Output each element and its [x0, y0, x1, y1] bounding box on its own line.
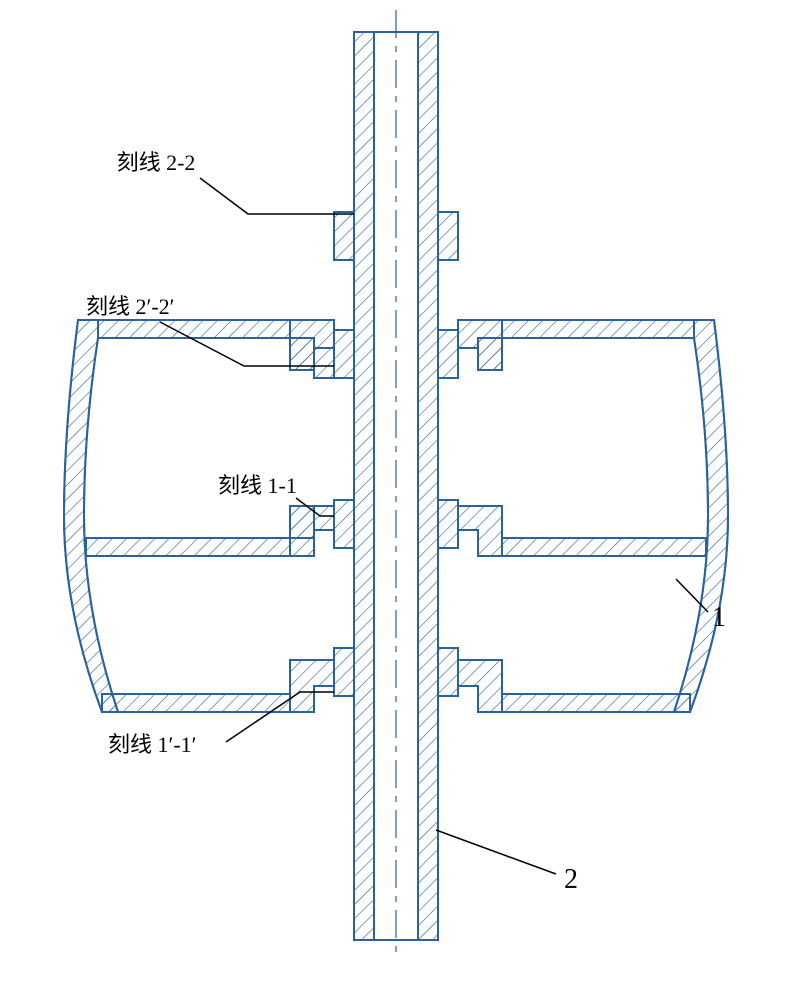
shaft-outline-left	[334, 32, 354, 940]
callout-2: 2	[436, 830, 578, 895]
svg-text:2: 2	[564, 864, 578, 895]
svg-text:刻线 1′-1′: 刻线 1′-1′	[108, 732, 196, 757]
svg-text:刻线 1-1: 刻线 1-1	[218, 473, 297, 498]
housing-right	[458, 320, 728, 712]
svg-text:刻线 2′-2′: 刻线 2′-2′	[86, 294, 174, 319]
svg-text:1: 1	[712, 602, 726, 633]
label-22: 刻线 2-2	[117, 150, 354, 214]
drawing-canvas: 刻线 2-2 刻线 2′-2′ 刻线 1-1 刻线 1′-1′ 1 2	[0, 0, 792, 1000]
svg-text:刻线 2-2: 刻线 2-2	[117, 150, 196, 175]
housing-left	[64, 320, 334, 712]
shaft-outline-right	[438, 32, 458, 940]
